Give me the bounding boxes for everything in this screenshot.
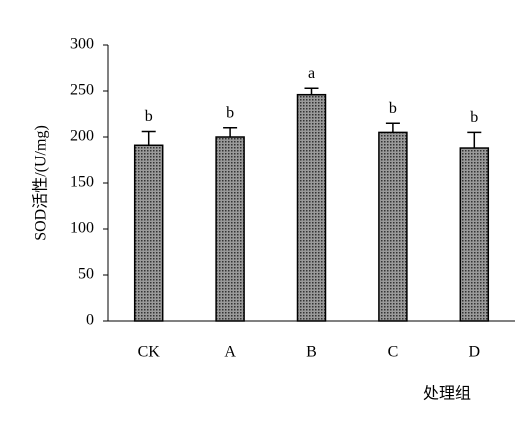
x-axis-label: 处理组 (423, 385, 471, 403)
x-tick-label: CK (138, 344, 161, 361)
bar (133, 144, 164, 322)
error-bar (304, 87, 319, 95)
y-tick-label: 150 (70, 174, 94, 191)
x-tick-label: B (306, 344, 317, 361)
x-tick-label: D (469, 344, 481, 361)
error-bar (223, 127, 238, 137)
y-tick-label: 250 (70, 82, 94, 99)
error-bar (385, 122, 400, 133)
y-tick-label: 0 (86, 312, 94, 329)
significance-letter: b (470, 109, 478, 126)
bar (459, 147, 490, 322)
bar (215, 136, 245, 322)
x-tick-label: C (388, 344, 399, 361)
significance-letter: a (308, 65, 315, 82)
y-tick-label: 100 (70, 220, 94, 237)
bar (378, 131, 408, 322)
significance-letter: b (226, 104, 234, 121)
y-tick-label: 50 (78, 266, 94, 283)
significance-letter: b (145, 108, 153, 125)
x-tick-label: A (224, 344, 236, 361)
y-axis-label: SOD活性/(U/mg) (32, 125, 50, 241)
y-tick-label: 200 (70, 128, 94, 145)
significance-letter: b (389, 100, 397, 117)
error-bar (141, 130, 156, 146)
error-bar (467, 131, 482, 149)
y-tick-label: 300 (70, 36, 94, 53)
bar (296, 93, 327, 322)
